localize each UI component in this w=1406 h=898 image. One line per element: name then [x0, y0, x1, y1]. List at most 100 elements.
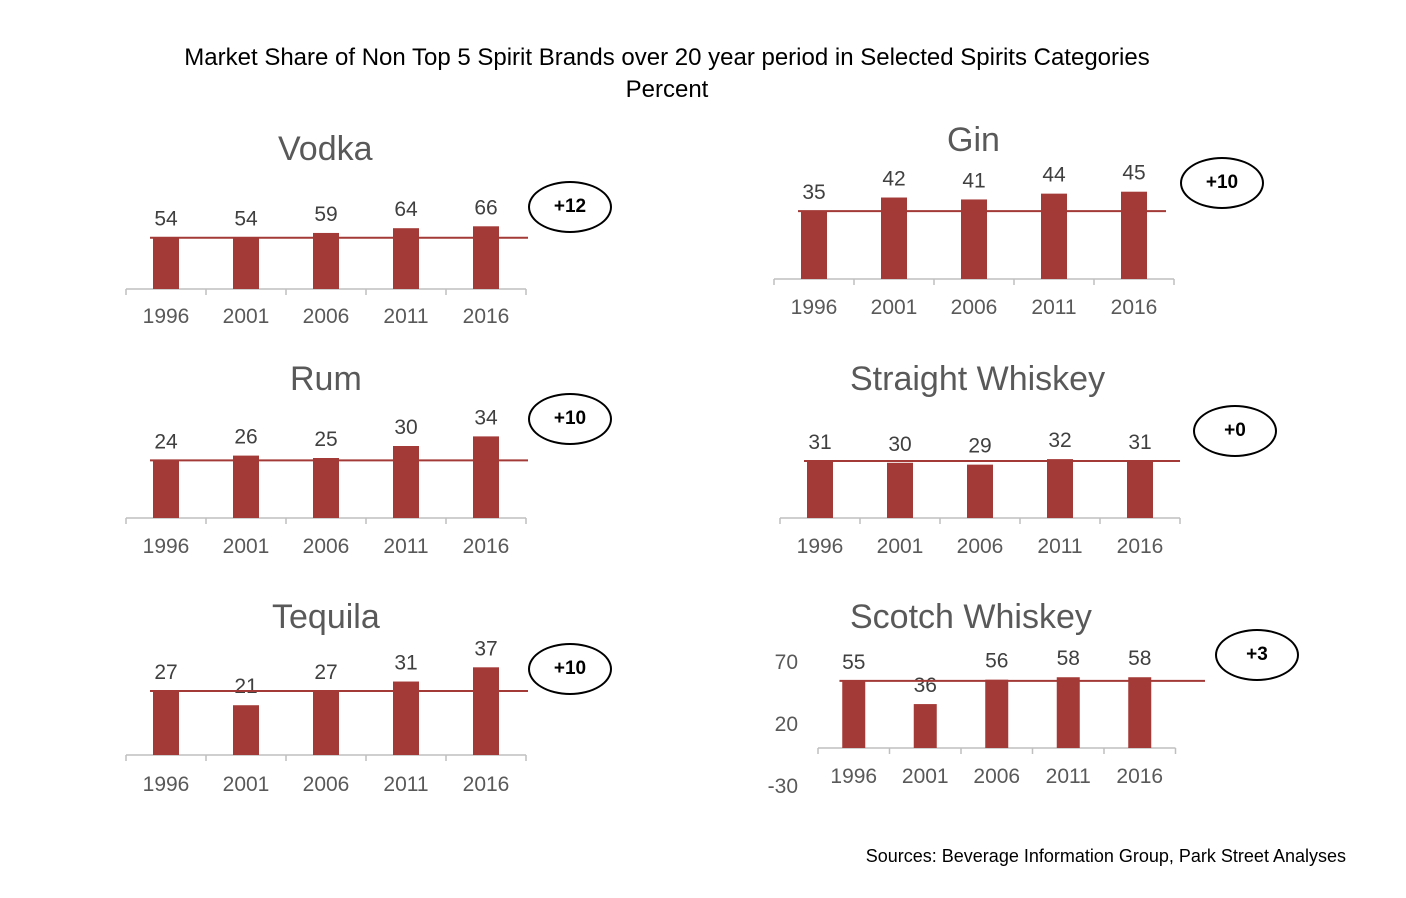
rum-year-label: 1996 [143, 535, 190, 558]
straight-whiskey-data-label: 30 [888, 433, 911, 456]
vodka-bar [153, 237, 179, 289]
scotch-whiskey-y-tick-label: 20 [775, 713, 798, 736]
change-badge-gin: +10 [1180, 157, 1264, 209]
source-note: Sources: Beverage Information Group, Par… [865, 846, 1346, 866]
gin-year-label: 2011 [1031, 296, 1076, 319]
change-badge-straight-whiskey: +0 [1193, 405, 1277, 457]
rum-year-label: 2011 [383, 535, 428, 558]
rum-data-label: 25 [314, 428, 337, 451]
rum-bar [473, 436, 499, 518]
tequila-year-label: 1996 [143, 773, 190, 796]
gin-bar [1041, 193, 1067, 279]
change-badge-rum: +10 [528, 393, 612, 445]
scotch-whiskey-y-tick-label: -30 [768, 775, 798, 798]
tequila-year-label: 2006 [303, 773, 350, 796]
gin-year-label: 2006 [951, 296, 998, 319]
tequila-year-label: 2011 [383, 773, 428, 796]
vodka-data-label: 59 [314, 203, 337, 226]
main-title: Market Share of Non Top 5 Spirit Brands … [184, 44, 1150, 71]
gin-data-label: 44 [1042, 164, 1066, 187]
rum-data-label: 30 [394, 416, 417, 439]
gin-data-label: 42 [882, 168, 905, 191]
tequila-bar [313, 691, 339, 755]
tequila-year-label: 2001 [223, 773, 270, 796]
straight-whiskey-data-label: 32 [1048, 429, 1071, 452]
straight-whiskey-bar [1047, 459, 1073, 518]
scotch-whiskey-bar [1056, 677, 1080, 748]
rum-data-label: 34 [474, 406, 498, 429]
rum-bar [233, 455, 259, 518]
tequila-data-label: 31 [394, 652, 417, 675]
vodka-data-label: 54 [154, 208, 178, 231]
rum-year-label: 2006 [303, 535, 350, 558]
panel-title-rum: Rum [290, 360, 362, 398]
rum-data-label: 24 [154, 430, 178, 453]
gin-year-label: 2016 [1111, 296, 1158, 319]
scotch-whiskey-data-label: 56 [985, 650, 1008, 673]
straight-whiskey-year-label: 2011 [1037, 535, 1082, 558]
tequila-data-label: 21 [234, 675, 257, 698]
gin-data-label: 45 [1122, 162, 1145, 185]
panel-title-gin: Gin [947, 121, 1000, 159]
vodka-data-label: 66 [474, 196, 497, 219]
rum-bar [393, 446, 419, 518]
tequila-bar [473, 667, 499, 755]
straight-whiskey-bar [967, 464, 993, 518]
scotch-whiskey-year-label: 2011 [1046, 765, 1091, 788]
change-badge-scotch-whiskey: +3 [1215, 629, 1299, 681]
gin-year-label: 1996 [791, 296, 838, 319]
scotch-whiskey-data-label: 58 [1057, 647, 1080, 670]
vodka-data-label: 54 [234, 208, 258, 231]
rum-data-label: 26 [234, 426, 257, 449]
change-badge-tequila: +10 [528, 643, 612, 695]
tequila-data-label: 37 [474, 637, 497, 660]
rum-bar [153, 460, 179, 518]
gin-bar [801, 211, 827, 279]
panel-title-vodka: Vodka [278, 130, 373, 168]
vodka-year-label: 2016 [463, 305, 510, 328]
straight-whiskey-data-label: 31 [1128, 431, 1151, 454]
scotch-whiskey-bar [1128, 677, 1152, 748]
scotch-whiskey-year-label: 2016 [1116, 765, 1163, 788]
gin-data-label: 41 [962, 169, 985, 192]
panel-title-straight-whiskey: Straight Whiskey [850, 360, 1106, 398]
vodka-year-label: 2006 [303, 305, 350, 328]
tequila-data-label: 27 [314, 661, 337, 684]
rum-bar [313, 458, 339, 518]
panel-title-scotch-whiskey: Scotch Whiskey [850, 598, 1092, 636]
tequila-year-label: 2016 [463, 773, 510, 796]
chart-title: Market Share of Non Top 5 Spirit Brands … [0, 42, 1334, 106]
gin-data-label: 35 [802, 181, 825, 204]
change-badge-vodka: +12 [528, 181, 612, 233]
tequila-bar [153, 691, 179, 755]
vodka-bar [473, 226, 499, 289]
gin-bar [881, 197, 907, 279]
straight-whiskey-bar [807, 460, 833, 518]
vodka-year-label: 1996 [143, 305, 190, 328]
gin-bar [961, 199, 987, 279]
vodka-bar [233, 237, 259, 289]
vodka-year-label: 2001 [223, 305, 270, 328]
scotch-whiskey-data-label: 55 [842, 651, 865, 674]
straight-whiskey-year-label: 2016 [1117, 535, 1164, 558]
tequila-bar [233, 705, 259, 755]
rum-year-label: 2016 [463, 535, 510, 558]
scotch-whiskey-bar [985, 679, 1009, 748]
scotch-whiskey-data-label: 58 [1128, 647, 1151, 670]
vodka-year-label: 2011 [383, 305, 428, 328]
gin-bar [1121, 191, 1147, 279]
rum-year-label: 2001 [223, 535, 270, 558]
scotch-whiskey-bar [842, 680, 866, 748]
tequila-bar [393, 681, 419, 755]
tequila-data-label: 27 [154, 661, 177, 684]
straight-whiskey-year-label: 2001 [877, 535, 924, 558]
scotch-whiskey-year-label: 2001 [902, 765, 949, 788]
straight-whiskey-year-label: 2006 [957, 535, 1004, 558]
scotch-whiskey-bar [913, 704, 937, 748]
scotch-whiskey-data-label: 36 [914, 674, 937, 697]
straight-whiskey-data-label: 29 [968, 435, 991, 458]
straight-whiskey-data-label: 31 [808, 431, 831, 454]
gin-year-label: 2001 [871, 296, 918, 319]
vodka-bar [313, 232, 339, 289]
